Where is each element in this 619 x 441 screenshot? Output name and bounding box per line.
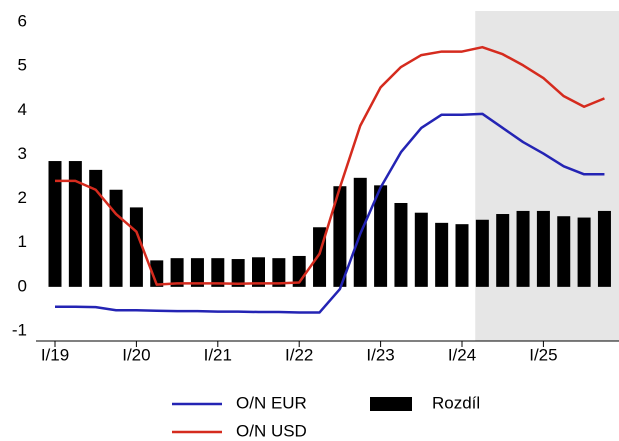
- y-tick-label: 3: [18, 144, 27, 163]
- bar: [129, 207, 143, 287]
- y-tick-label: 2: [18, 188, 27, 207]
- bar: [597, 210, 611, 287]
- line-series: [55, 112, 605, 314]
- bar: [374, 185, 388, 287]
- y-tick-label: 4: [18, 100, 27, 119]
- legend-label: O/N EUR: [236, 393, 307, 412]
- bar: [536, 210, 550, 287]
- bar: [496, 214, 510, 287]
- y-tick-label: 0: [18, 276, 27, 295]
- bar: [190, 258, 204, 287]
- bar: [48, 161, 62, 287]
- y-tick-label: -1: [12, 320, 27, 339]
- bar: [475, 219, 489, 287]
- bar: [252, 257, 265, 287]
- bar: [394, 202, 408, 287]
- bar: [150, 260, 164, 287]
- bar: [89, 169, 103, 287]
- bar: [455, 224, 469, 287]
- x-tick-label: I/21: [204, 345, 232, 364]
- bar: [557, 216, 571, 287]
- bar: [414, 212, 428, 287]
- y-tick-label: 6: [18, 11, 27, 30]
- y-tick-label: 5: [18, 56, 27, 75]
- line-series: [55, 45, 605, 286]
- x-tick-label: I/22: [285, 345, 313, 364]
- bar: [516, 210, 530, 287]
- bar: [577, 217, 591, 287]
- bar: [333, 186, 347, 287]
- bar: [109, 189, 123, 287]
- x-tick-label: I/23: [366, 345, 394, 364]
- x-tick-label: I/20: [122, 345, 150, 364]
- legend-swatch: [370, 397, 412, 411]
- bar: [211, 258, 225, 287]
- y-tick-label: 1: [18, 232, 27, 251]
- bar: [231, 259, 245, 287]
- legend-label: Rozdíl: [432, 393, 480, 412]
- bar: [170, 258, 184, 287]
- bar: [435, 222, 449, 287]
- x-tick-label: I/25: [529, 345, 557, 364]
- x-tick-label: I/19: [41, 345, 69, 364]
- legend-label: O/N USD: [236, 421, 307, 440]
- shaded-region: [475, 11, 619, 341]
- x-tick-label: I/24: [448, 345, 476, 364]
- bar: [68, 161, 82, 287]
- bar: [272, 258, 286, 287]
